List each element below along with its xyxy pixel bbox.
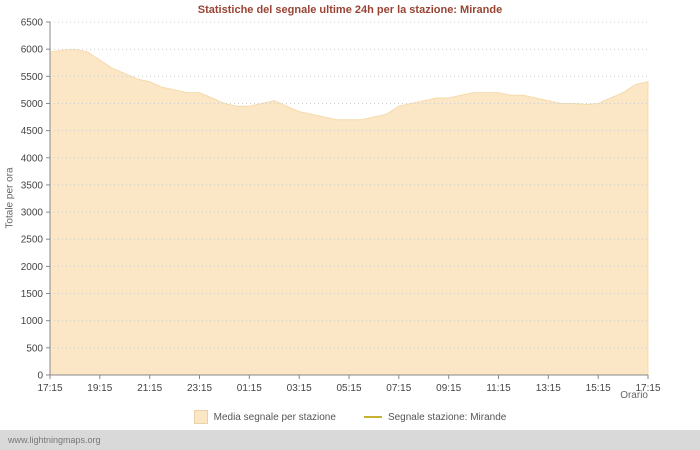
y-tick-label: 4000 [21, 153, 44, 164]
y-tick-label: 1000 [21, 316, 44, 327]
chart-legend: Media segnale per stazione Segnale stazi… [0, 410, 700, 424]
x-tick-label: 21:15 [137, 383, 162, 394]
legend-item-media-segnale: Media segnale per stazione [193, 410, 336, 424]
y-axis-label: Totale per ora [4, 167, 16, 229]
x-tick-label: 23:15 [187, 383, 212, 394]
watermark: www.lightningmaps.org [8, 435, 101, 445]
x-tick-label: 17:15 [37, 383, 62, 394]
y-tick-label: 5000 [21, 99, 44, 110]
x-axis-label: Orario [620, 390, 648, 401]
y-tick-label: 0 [37, 371, 43, 382]
y-tick-label: 2500 [21, 235, 44, 246]
x-tick-label: 11:15 [486, 383, 511, 394]
x-tick-label: 07:15 [386, 383, 411, 394]
y-tick-label: 500 [26, 343, 43, 354]
x-tick-label: 09:15 [436, 383, 461, 394]
line-swatch-icon [363, 416, 382, 418]
x-tick-label: 17:15 [635, 383, 660, 394]
y-tick-label: 6000 [21, 45, 44, 56]
legend-label-media-segnale: Media segnale per stazione [213, 411, 336, 423]
chart-title: Statistiche del segnale ultime 24h per l… [197, 4, 503, 16]
legend-label-mirande: Segnale stazione: Mirande [387, 411, 507, 423]
x-tick-label: 01:15 [237, 383, 262, 394]
x-tick-label: 19:15 [87, 383, 112, 394]
x-tick-label: 03:15 [287, 383, 312, 394]
legend-item-mirande: Segnale stazione: Mirande [363, 411, 507, 423]
x-tick-label: 05:15 [336, 383, 361, 394]
y-tick-label: 5500 [21, 72, 44, 83]
y-tick-label: 1500 [21, 289, 44, 300]
y-tick-label: 3500 [21, 180, 44, 191]
y-tick-label: 4500 [21, 126, 44, 137]
y-tick-label: 6500 [21, 18, 44, 29]
footer-bar: www.lightningmaps.org [0, 430, 700, 450]
area-swatch-icon [193, 410, 208, 424]
y-tick-label: 2000 [21, 262, 44, 273]
x-tick-label: 13:15 [536, 383, 561, 394]
y-tick-label: 3000 [21, 208, 44, 219]
x-tick-label: 15:15 [586, 383, 611, 394]
